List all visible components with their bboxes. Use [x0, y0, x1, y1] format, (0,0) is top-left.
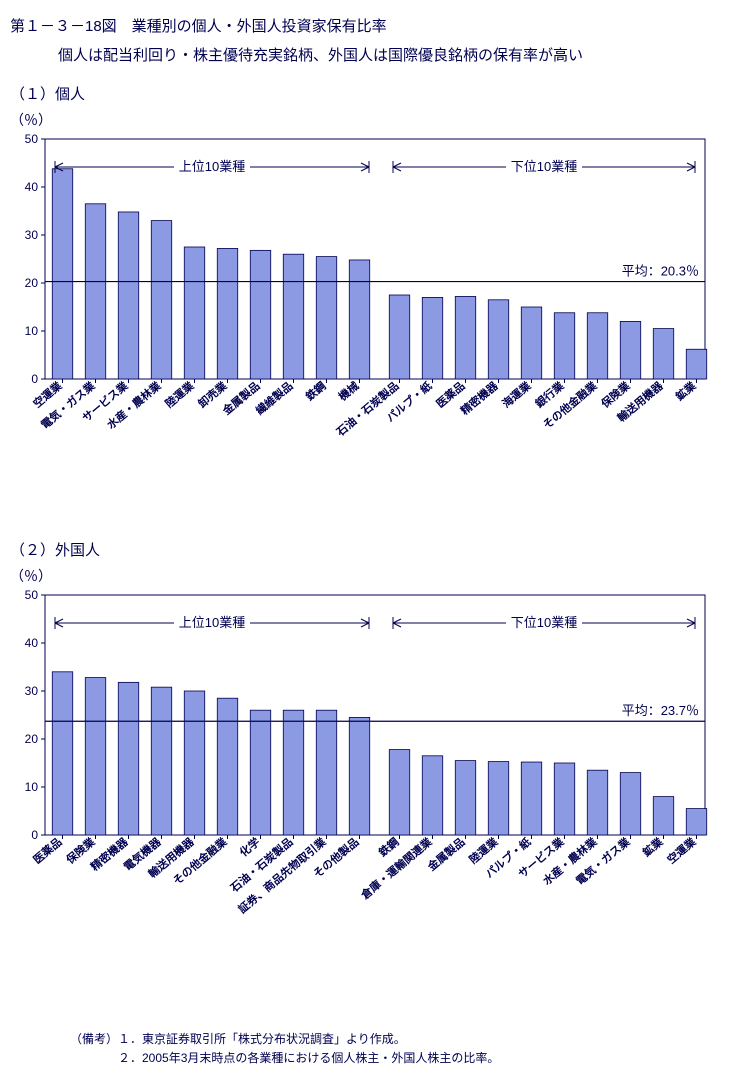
- chart1: 01020304050平均：20.3％上位10業種下位10業種空運業電気・ガス業…: [10, 134, 724, 499]
- svg-text:上位10業種: 上位10業種: [179, 615, 245, 630]
- svg-text:電気・ガス業: 電気・ガス業: [573, 834, 633, 888]
- svg-text:下位10業種: 下位10業種: [511, 159, 577, 174]
- svg-text:50: 50: [25, 134, 39, 146]
- svg-text:鉱業: 鉱業: [640, 834, 667, 860]
- svg-text:0: 0: [31, 372, 38, 386]
- svg-text:陸運業: 陸運業: [162, 378, 197, 411]
- svg-text:0: 0: [31, 828, 38, 842]
- svg-text:30: 30: [25, 228, 39, 242]
- page-title: 第１－３－18図 業種別の個人・外国人投資家保有比率: [10, 15, 724, 36]
- svg-text:精密機器: 精密機器: [458, 378, 501, 418]
- svg-text:海運業: 海運業: [499, 378, 534, 411]
- svg-text:平均：23.7％: 平均：23.7％: [622, 703, 699, 718]
- chart2-unit: （％）: [10, 566, 724, 586]
- svg-text:20: 20: [25, 276, 39, 290]
- svg-text:鉄鋼: 鉄鋼: [376, 835, 402, 860]
- svg-text:20: 20: [25, 732, 39, 746]
- svg-text:鉄鋼: 鉄鋼: [303, 379, 329, 404]
- svg-text:金属製品: 金属製品: [219, 379, 262, 419]
- svg-text:30: 30: [25, 684, 39, 698]
- page-subtitle: 個人は配当利回り・株主優待充実銘柄、外国人は国際優良銘柄の保有率が高い: [58, 44, 724, 65]
- chart1-heading: （１）個人: [10, 83, 724, 104]
- chart2-heading: （２）外国人: [10, 539, 724, 560]
- svg-text:空運業: 空運業: [664, 834, 699, 867]
- svg-text:40: 40: [25, 180, 39, 194]
- svg-text:下位10業種: 下位10業種: [511, 615, 577, 630]
- footnote-line: ２．2005年3月末時点の各業種における個人株主・外国人株主の比率。: [70, 1049, 724, 1068]
- svg-text:上位10業種: 上位10業種: [179, 159, 245, 174]
- footnote: （備考）１．東京証券取引所「株式分布状況調査」より作成。 ２．2005年3月末時…: [70, 1030, 724, 1068]
- svg-text:平均：20.3％: 平均：20.3％: [622, 264, 699, 279]
- svg-text:10: 10: [25, 324, 39, 338]
- chart1-unit: （％）: [10, 110, 724, 130]
- svg-text:40: 40: [25, 636, 39, 650]
- svg-text:機械: 機械: [336, 379, 362, 404]
- chart2: 01020304050平均：23.7％上位10業種下位10業種医薬品保険業精密機…: [10, 590, 724, 985]
- svg-text:化学: 化学: [237, 835, 263, 860]
- svg-text:鉱業: 鉱業: [673, 378, 700, 404]
- svg-text:繊維製品: 繊維製品: [253, 379, 296, 418]
- svg-text:その他金融業: その他金融業: [170, 834, 230, 888]
- svg-text:水産・農林業: 水産・農林業: [104, 378, 164, 432]
- footnote-line: （備考）１．東京証券取引所「株式分布状況調査」より作成。: [70, 1030, 724, 1049]
- svg-text:50: 50: [25, 590, 39, 602]
- svg-text:10: 10: [25, 780, 39, 794]
- svg-text:その他金融業: その他金融業: [540, 378, 600, 432]
- svg-text:金属製品: 金属製品: [424, 835, 467, 875]
